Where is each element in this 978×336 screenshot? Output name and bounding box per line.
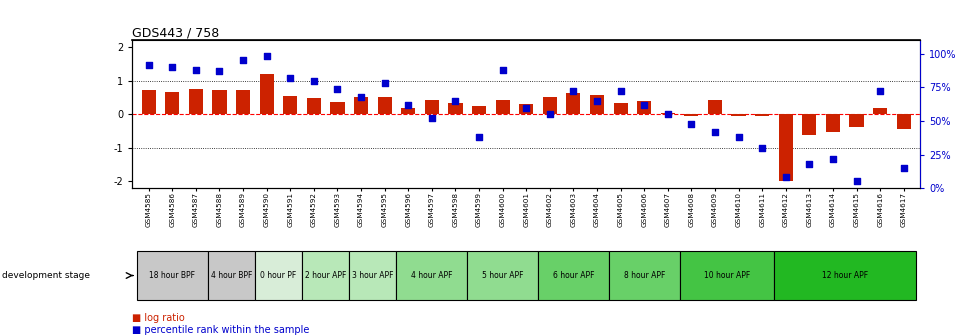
Text: 10 hour APF: 10 hour APF <box>703 271 749 280</box>
Point <box>211 69 227 74</box>
Bar <box>401 108 415 114</box>
Text: ■ percentile rank within the sample: ■ percentile rank within the sample <box>132 325 309 335</box>
Point <box>188 67 203 73</box>
Bar <box>137 251 207 300</box>
Point <box>683 121 698 126</box>
Text: 12 hour APF: 12 hour APF <box>821 271 867 280</box>
Point <box>164 65 180 70</box>
Bar <box>590 95 603 114</box>
Bar <box>354 97 368 114</box>
Bar <box>283 96 297 114</box>
Bar <box>378 97 391 114</box>
Bar <box>872 108 886 114</box>
Text: development stage: development stage <box>2 271 90 280</box>
Text: 5 hour APF: 5 hour APF <box>481 271 523 280</box>
Bar <box>565 93 580 114</box>
Bar <box>471 106 486 114</box>
Bar <box>608 251 679 300</box>
Bar <box>731 114 745 116</box>
Point <box>447 98 463 103</box>
Point <box>282 75 297 81</box>
Bar <box>774 251 914 300</box>
Point <box>895 165 911 171</box>
Bar <box>259 74 274 114</box>
Point <box>423 116 439 121</box>
Point <box>801 161 817 167</box>
Point <box>306 78 322 83</box>
Point <box>353 94 369 99</box>
Bar <box>849 114 863 127</box>
Bar <box>212 90 226 114</box>
Text: 0 hour PF: 0 hour PF <box>260 271 296 280</box>
Text: 2 hour APF: 2 hour APF <box>305 271 346 280</box>
Point <box>730 134 745 140</box>
Point <box>659 112 675 117</box>
Bar <box>679 251 774 300</box>
Bar <box>302 251 349 300</box>
Point <box>141 62 156 67</box>
Point <box>542 112 557 117</box>
Bar <box>236 90 250 114</box>
Text: 4 hour APF: 4 hour APF <box>411 271 452 280</box>
Bar <box>613 103 627 114</box>
Point <box>824 156 840 161</box>
Bar <box>349 251 396 300</box>
Text: 4 hour BPF: 4 hour BPF <box>210 271 251 280</box>
Bar <box>660 113 674 114</box>
Bar <box>684 114 697 116</box>
Bar <box>754 114 769 116</box>
Bar <box>495 100 510 114</box>
Point <box>778 175 793 180</box>
Text: 6 hour APF: 6 hour APF <box>553 271 594 280</box>
Point <box>565 89 581 94</box>
Point <box>706 129 722 134</box>
Bar <box>778 114 792 181</box>
Bar <box>538 251 608 300</box>
Text: 8 hour APF: 8 hour APF <box>623 271 664 280</box>
Bar <box>254 251 302 300</box>
Bar <box>896 114 910 129</box>
Bar <box>424 100 438 114</box>
Point <box>871 89 887 94</box>
Bar <box>637 101 650 114</box>
Point <box>470 134 486 140</box>
Text: ■ log ratio: ■ log ratio <box>132 313 185 323</box>
Text: GDS443 / 758: GDS443 / 758 <box>132 26 219 39</box>
Point <box>377 81 392 86</box>
Bar <box>306 98 321 114</box>
Bar <box>142 90 156 114</box>
Point <box>848 179 864 184</box>
Point <box>612 89 628 94</box>
Point <box>400 102 416 108</box>
Bar <box>707 100 722 114</box>
Point <box>754 145 770 151</box>
Bar <box>207 251 254 300</box>
Bar <box>801 114 816 135</box>
Bar <box>825 114 839 132</box>
Bar <box>189 89 202 114</box>
Text: 18 hour BPF: 18 hour BPF <box>149 271 195 280</box>
Bar <box>330 102 344 114</box>
Point <box>330 86 345 91</box>
Bar <box>396 251 467 300</box>
Point <box>589 98 604 103</box>
Point <box>494 67 510 73</box>
Point <box>235 58 250 63</box>
Point <box>636 102 651 108</box>
Bar <box>467 251 538 300</box>
Point <box>517 105 533 110</box>
Bar <box>518 104 533 114</box>
Point <box>258 54 274 59</box>
Text: 3 hour APF: 3 hour APF <box>352 271 393 280</box>
Bar <box>542 97 556 114</box>
Bar <box>448 103 462 114</box>
Bar <box>165 92 179 114</box>
